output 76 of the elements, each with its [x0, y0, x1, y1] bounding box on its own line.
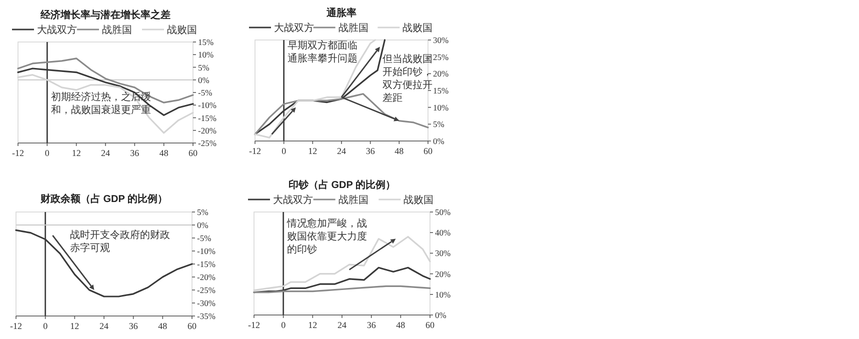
x-tick-label: 60: [188, 148, 198, 158]
legend-label: 战败国: [402, 22, 433, 34]
y-tick-label: -20%: [197, 272, 216, 282]
legend-label: 战败国: [404, 194, 434, 206]
x-tick-label: 0: [44, 148, 50, 158]
y-tick-label: 30%: [435, 248, 451, 258]
y-tick-label: -25%: [198, 138, 216, 148]
x-tick-label: 48: [159, 148, 169, 158]
y-tick-label: -10%: [198, 100, 216, 110]
x-tick-label: 36: [366, 320, 376, 330]
x-tick-label: -12: [248, 320, 260, 330]
y-tick-label: 0%: [433, 136, 444, 146]
y-tick-label: 20%: [435, 268, 451, 279]
legend-label: 战胜国: [338, 194, 368, 206]
annotation: 早期双方都面临通胀率攀升问题: [287, 39, 358, 64]
annotation: 但当战败国开始印钞，双方便拉开差距: [382, 52, 432, 104]
x-tick-label: 0: [281, 320, 286, 330]
y-tick-label: -15%: [198, 112, 216, 123]
x-tick-label: 12: [72, 148, 81, 158]
x-tick-label: 48: [396, 320, 406, 330]
annotation: 战时开支令政府的财政赤字可观: [70, 229, 170, 254]
y-tick-label: 0%: [197, 220, 208, 230]
y-tick-label: 10%: [435, 289, 451, 300]
x-tick-label: 0: [282, 146, 287, 156]
y-tick-label: -25%: [197, 285, 216, 295]
x-tick-label: -12: [10, 321, 22, 331]
y-tick-label: 10%: [198, 50, 214, 60]
x-tick-label: 48: [158, 321, 168, 331]
x-tick-label: 12: [70, 321, 80, 331]
y-tick-label: -30%: [197, 298, 216, 308]
y-tick-label: -5%: [198, 88, 212, 98]
y-tick-label: 30%: [433, 35, 449, 45]
x-tick-label: 24: [100, 321, 109, 331]
y-tick-label: 5%: [197, 207, 208, 217]
legend-label: 战败国: [167, 24, 197, 36]
x-tick-label: 36: [128, 321, 138, 331]
x-tick-label: 60: [424, 146, 433, 156]
y-tick-label: 0%: [435, 310, 446, 320]
x-tick-label: 60: [188, 321, 197, 331]
y-tick-label: 15%: [198, 37, 214, 47]
x-tick-label: 12: [308, 320, 318, 330]
y-tick-label: 5%: [433, 119, 444, 130]
legend-label: 大战双方: [274, 22, 314, 34]
chart-title: 财政余额（占 GDP 的比例）: [39, 193, 168, 205]
y-tick-label: -5%: [197, 233, 212, 243]
y-tick-label: 20%: [433, 68, 449, 79]
x-tick-label: -12: [12, 148, 24, 158]
legend-label: 大战双方: [37, 24, 77, 36]
y-tick-label: -35%: [197, 311, 216, 321]
y-tick-label: 15%: [433, 86, 449, 96]
x-tick-label: 36: [130, 148, 140, 158]
x-tick-label: 48: [394, 146, 404, 156]
x-tick-label: 12: [308, 146, 318, 156]
annotation: 情况愈加严峻，战败国依靠更大力度的印钞: [286, 217, 367, 256]
x-tick-label: 24: [337, 146, 346, 156]
x-tick-label: 24: [101, 148, 110, 158]
y-tick-label: 40%: [435, 228, 451, 238]
x-tick-label: -12: [249, 146, 261, 156]
legend-label: 战胜国: [338, 22, 368, 34]
chart-title: 印钞（占 GDP 的比例）: [288, 179, 396, 191]
y-tick-label: -15%: [197, 259, 216, 269]
x-tick-label: 60: [426, 320, 435, 330]
x-tick-label: 24: [338, 320, 347, 330]
legend-label: 大战双方: [273, 194, 313, 206]
y-tick-label: -20%: [198, 125, 216, 136]
y-tick-label: -10%: [197, 246, 216, 256]
chart-title: 经济增长率与潜在增长率之差: [40, 9, 170, 21]
y-tick-label: 0%: [198, 74, 210, 85]
chart-title: 通胀率: [326, 7, 356, 19]
legend-label: 战胜国: [102, 24, 132, 36]
y-tick-label: 5%: [198, 62, 210, 72]
y-tick-label: 10%: [433, 102, 449, 112]
y-tick-label: 25%: [433, 52, 449, 62]
x-tick-label: 0: [43, 321, 48, 331]
y-tick-label: 50%: [435, 207, 451, 217]
x-tick-label: 36: [366, 146, 376, 156]
